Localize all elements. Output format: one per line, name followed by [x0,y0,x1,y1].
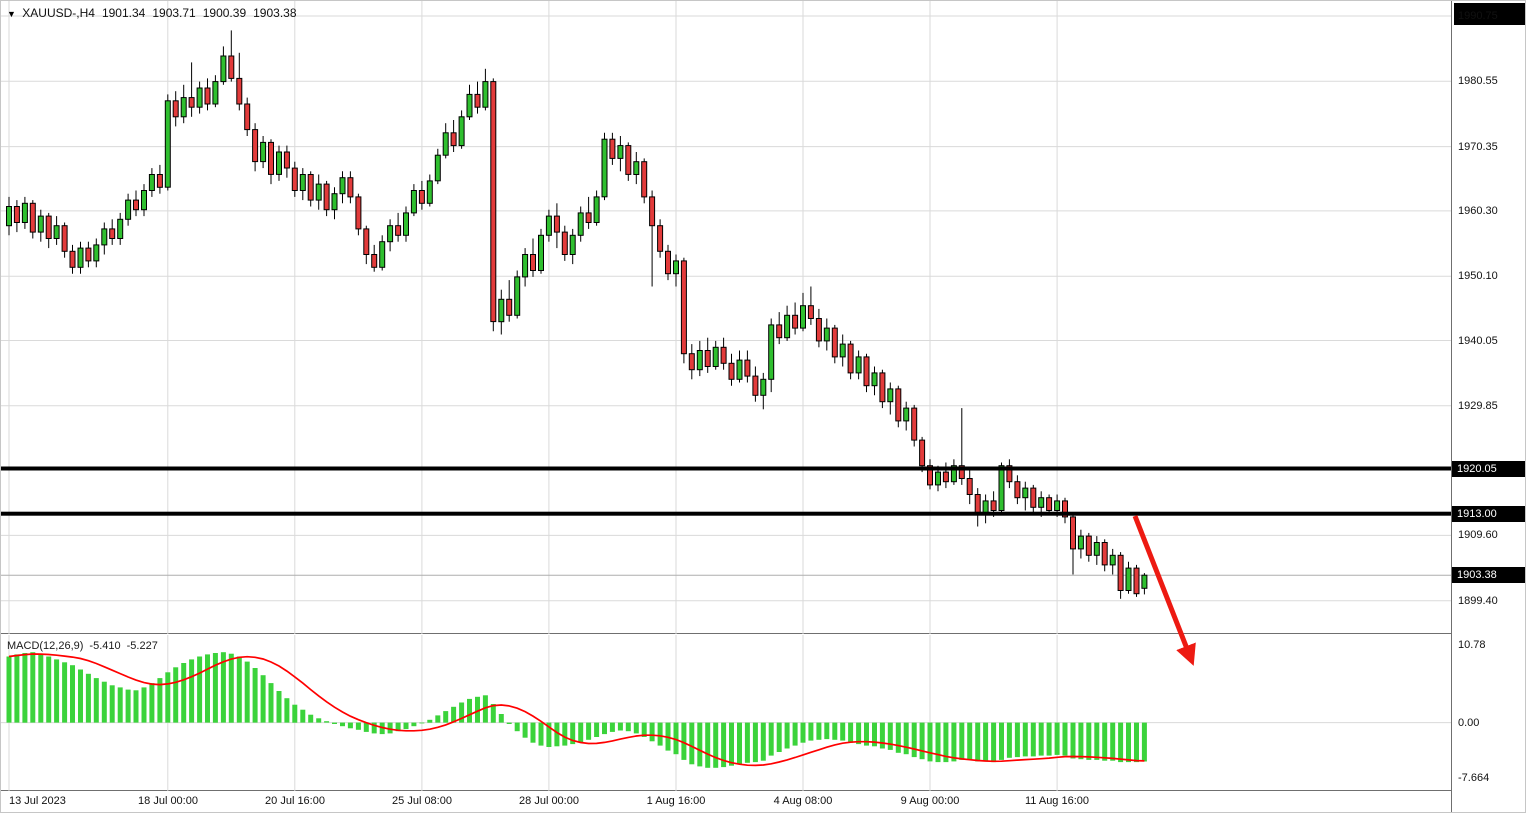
price-axis[interactable]: 1990.75 1980.55 1970.35 1960.30 1950.10 1940.… [1451,1,1525,812]
time-axis-label: 9 Aug 00:00 [900,795,960,807]
macd-axis-label: 10.78 [1458,639,1486,651]
macd-indicator-pane[interactable]: MACD(12,26,9) -5.410 -5.227 [1,635,1451,791]
resistance-level-line[interactable] [1,466,1451,471]
candles-layer[interactable] [6,55,1148,595]
quote-info: ▼ XAUUSD-,H4 1901.34 1903.71 1900.39 1903.38 [7,6,304,20]
price-axis-label: 1929.85 [1458,400,1498,412]
macd-histogram [6,652,1147,768]
symbol-dropdown-icon[interactable]: ▼ [7,9,16,19]
time-axis[interactable]: 13 Jul 2023 18 Jul 00:00 20 Jul 16:00 25 Ju… [1,792,1451,812]
macd-signal-line [8,653,1145,767]
quote-high: 1903.71 [152,6,196,20]
axis-top-black-box [1454,3,1525,25]
level-lines[interactable] [1,466,1451,516]
price-axis-label: 1909.60 [1458,529,1498,541]
macd-name: MACD(12,26,9) [7,640,84,652]
macd-axis-label: 0.00 [1458,717,1480,729]
time-axis-label: 18 Jul 00:00 [138,795,198,807]
macd-main-value: -5.410 [89,640,121,652]
price-grid [1,1,1451,634]
price-marker-label: 1920.05 [1452,461,1525,477]
price-axis-label: 1960.30 [1458,205,1498,217]
price-chart-pane[interactable]: ▼ XAUUSD-,H4 1901.34 1903.71 1900.39 1903.38 [1,1,1451,634]
time-axis-label: 13 Jul 2023 [9,795,66,807]
price-axis-label: 1940.05 [1458,335,1498,347]
time-axis-label: 11 Aug 16:00 [1024,795,1090,807]
quote-low: 1900.39 [202,6,247,20]
price-marker-label: 1913.00 [1452,506,1525,522]
time-axis-label: 4 Aug 08:00 [773,795,833,807]
price-axis-label: 1970.35 [1458,141,1498,153]
quote-open: 1901.34 [101,6,146,20]
candlestick-chart [1,1,1451,634]
time-axis-label: 1 Aug 16:00 [646,795,706,807]
time-axis-label: 25 Jul 08:00 [392,795,452,807]
macd-chart [1,635,1451,791]
price-axis-label: 1950.10 [1458,270,1498,282]
time-axis-label: 28 Jul 00:00 [519,795,579,807]
support-level-line[interactable] [1,511,1451,516]
macd-axis-label: -7.664 [1458,772,1490,784]
symbol-label: XAUUSD-,H4 [22,6,95,20]
time-axis-label: 20 Jul 16:00 [265,795,325,807]
price-axis-label: 1990.75 [1458,10,1498,22]
price-marker-label: 1903.38 [1452,567,1525,583]
price-axis-label: 1899.40 [1458,595,1498,607]
macd-label: MACD(12,26,9) -5.410 -5.227 [7,640,164,652]
quote-close: 1903.38 [253,6,297,20]
price-axis-label: 1980.55 [1458,75,1498,87]
macd-signal-value: -5.227 [126,640,158,652]
